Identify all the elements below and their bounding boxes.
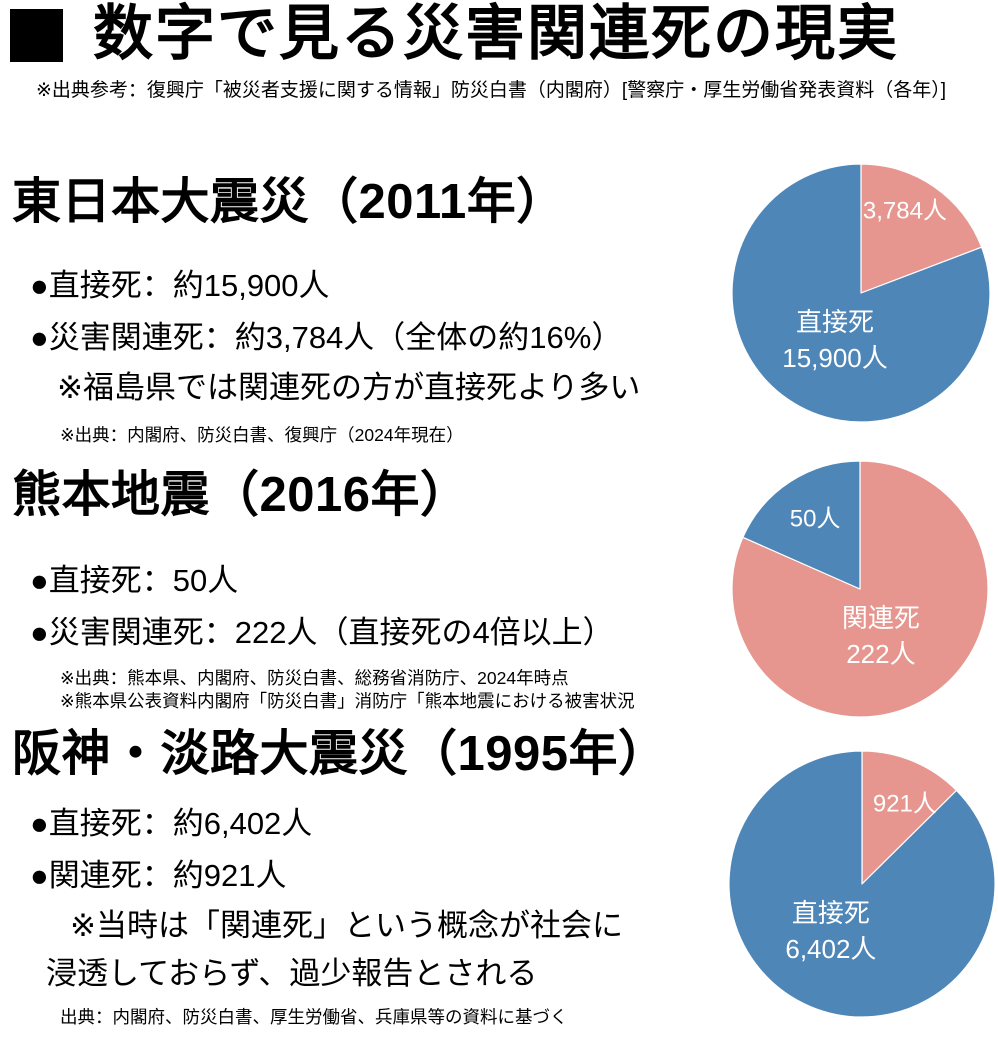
source-reference: ※出典参考：復興庁「被災者支援に関する情報」防災白書（内閣府）[警察庁・厚生労働… bbox=[36, 80, 946, 101]
stat-bullet: ●直接死：約15,900人 bbox=[30, 268, 330, 303]
stat-bullet: ●関連死：約921人 bbox=[30, 858, 287, 893]
stat-bullet: ●直接死：約6,402人 bbox=[30, 806, 313, 841]
pie-slice-label: 50人 bbox=[789, 505, 841, 533]
pie-graphic bbox=[731, 460, 989, 718]
source-lines: ※出典：内閣府、防災白書、復興庁（2024年現在） bbox=[12, 424, 757, 447]
stat-bullet-list: ●直接死：約15,900人 ●災害関連死：約3,784人（全体の約16%） bbox=[12, 260, 757, 364]
source-line: ※出典：熊本県、内閣府、防災白書、総務省消防庁、2024年時点 bbox=[60, 668, 569, 688]
section-heading: 東日本大震災（2011年） bbox=[12, 175, 566, 229]
pie-slice-label: 3,784人 bbox=[862, 197, 947, 225]
stat-bullet: ●直接死：50人 bbox=[30, 563, 239, 598]
section-heading: 熊本地震（2016年） bbox=[12, 468, 470, 522]
stat-bullet-list: ●直接死：50人 ●災害関連死：222人（直接死の4倍以上） bbox=[12, 555, 757, 659]
stat-bullet: ●災害関連死：約3,784人（全体の約16%） bbox=[30, 320, 623, 355]
source-lines: ※出典：熊本県、内閣府、防災白書、総務省消防庁、2024年時点 ※熊本県公表資料内… bbox=[12, 667, 757, 713]
pie-graphic bbox=[731, 163, 991, 423]
section-3: 阪神・淡路大震災（1995年） ●直接死：約6,402人 ●関連死：約921人 ※当時… bbox=[12, 727, 757, 1029]
pie-slice-直接死 bbox=[728, 750, 996, 1018]
stat-bullet-list: ●直接死：約6,402人 ●関連死：約921人 bbox=[12, 798, 757, 902]
source-line: 出典：内閣府、防災白書、厚生労働省、兵庫県等の資料に基づく bbox=[60, 1007, 568, 1027]
section-1: 東日本大震災（2011年） ●直接死：約15,900人 ●災害関連死：約3,784人… bbox=[12, 175, 757, 447]
source-lines: 出典：内閣府、防災白書、厚生労働省、兵庫県等の資料に基づく bbox=[12, 1006, 757, 1029]
note-line: 浸透しておらず、過少報告とされる bbox=[46, 956, 538, 991]
page-header: 数字で見る災害関連死の現実 bbox=[10, 2, 899, 65]
page-title: 数字で見る災害関連死の現実 bbox=[93, 0, 899, 67]
pie-graphic bbox=[728, 750, 996, 1018]
section-heading: 阪神・淡路大震災（1995年） bbox=[12, 727, 668, 781]
title-square-icon bbox=[10, 9, 63, 62]
pie-chart-1: 3,784人直接死 15,900人 bbox=[731, 163, 991, 423]
pie-chart-2: 関連死 222人 50人 bbox=[731, 460, 989, 718]
source-line: ※出典：内閣府、防災白書、復興庁（2024年現在） bbox=[60, 425, 464, 445]
section-2: 熊本地震（2016年） ●直接死：50人 ●災害関連死：222人（直接死の4倍以上）… bbox=[12, 468, 757, 713]
pie-slice-災害関連死 bbox=[860, 163, 983, 294]
note-line: ※当時は「関連死」という概念が社会に bbox=[70, 908, 623, 943]
pie-slice-直接死 bbox=[742, 460, 861, 590]
source-line: ※熊本県公表資料内閣府「防災白書」消防庁「熊本地震における被害状況 bbox=[60, 691, 635, 711]
pie-slice-関連死 bbox=[861, 750, 958, 885]
note-line: ※福島県では関連死の方が直接死より多い bbox=[57, 370, 641, 405]
pie-slice-label: 直接死 15,900人 bbox=[782, 307, 888, 374]
pie-slice-label: 関連死 222人 bbox=[841, 603, 920, 669]
pie-chart-3: 921人直接死 6,402人 bbox=[728, 750, 996, 1018]
stat-bullet: ●災害関連死：222人（直接死の4倍以上） bbox=[30, 615, 614, 650]
pie-slice-直接死 bbox=[731, 163, 991, 423]
pie-slice-label: 直接死 6,402人 bbox=[785, 898, 877, 964]
pie-slice-label: 921人 bbox=[872, 790, 937, 818]
